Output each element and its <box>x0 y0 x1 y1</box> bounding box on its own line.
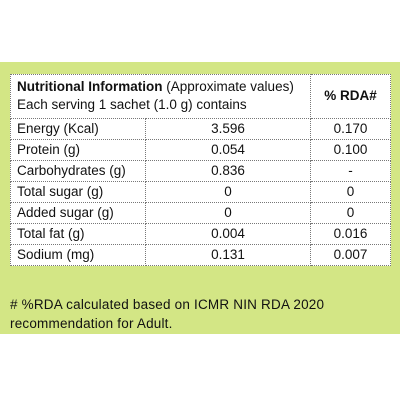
nutrient-row: Added sugar (g) 0 0 <box>10 202 392 224</box>
nutrient-row: Total sugar (g) 0 0 <box>10 181 392 203</box>
nutrient-value: 0.836 <box>144 160 312 182</box>
nutrient-row: Carbohydrates (g) 0.836- <box>10 160 392 182</box>
header-cell: Nutritional Information (Approximate val… <box>9 74 312 119</box>
footnote: # %RDA calculated based on ICMR NIN RDA … <box>10 297 325 331</box>
rda-value: 0 <box>310 202 392 224</box>
label-panel: Nutritional Information (Approximate val… <box>0 62 400 334</box>
nutrient-value: 0 <box>144 181 312 203</box>
nutrient-value: 3.596 <box>144 118 312 140</box>
nutrient-value: 0 <box>144 202 312 224</box>
nutrient-row: Protein (g) 0.054 0.100 <box>10 139 392 161</box>
rda-header: % RDA# <box>310 74 392 119</box>
nutrient-value: 0.131 <box>144 244 312 266</box>
nutrient-name: Total fat (g) <box>10 223 146 245</box>
nutrient-name: Carbohydrates (g) <box>10 160 146 182</box>
nutrient-value: 0.004 <box>144 223 312 245</box>
table-subtitle: (Approximate values) <box>166 79 294 94</box>
nutrient-name: Protein (g) <box>10 139 146 161</box>
nutrient-name: Added sugar (g) <box>10 202 146 224</box>
rda-value: 0 <box>310 181 392 203</box>
nutrient-name: Sodium (mg) <box>10 244 146 266</box>
table-title: Nutritional Information <box>17 79 163 94</box>
rda-value: 0.170 <box>310 118 392 140</box>
nutrient-row: Total fat (g) 0.004 0.016 <box>10 223 392 245</box>
rda-value: 0.100 <box>310 139 392 161</box>
nutrient-row: Sodium (mg) 0.131 0.007 <box>10 244 392 266</box>
serving-text: Each serving 1 sachet (1.0 g) contains <box>17 97 247 112</box>
nutrient-name: Total sugar (g) <box>10 181 146 203</box>
nutrient-name: Energy (Kcal) <box>10 118 146 140</box>
header-row: Nutritional Information (Approximate val… <box>9 74 392 119</box>
rda-value: - <box>310 160 392 182</box>
rda-value: 0.007 <box>310 244 392 266</box>
nutrient-row: Energy (Kcal) 3.596 0.170 <box>10 118 392 140</box>
nutrient-value: 0.054 <box>144 139 312 161</box>
rda-value: 0.016 <box>310 223 392 245</box>
table-body: Energy (Kcal) 3.596 0.170 Protein (g) 0.054 0… <box>10 118 392 266</box>
nutrition-table: Nutritional Information (Approximate val… <box>9 74 392 266</box>
